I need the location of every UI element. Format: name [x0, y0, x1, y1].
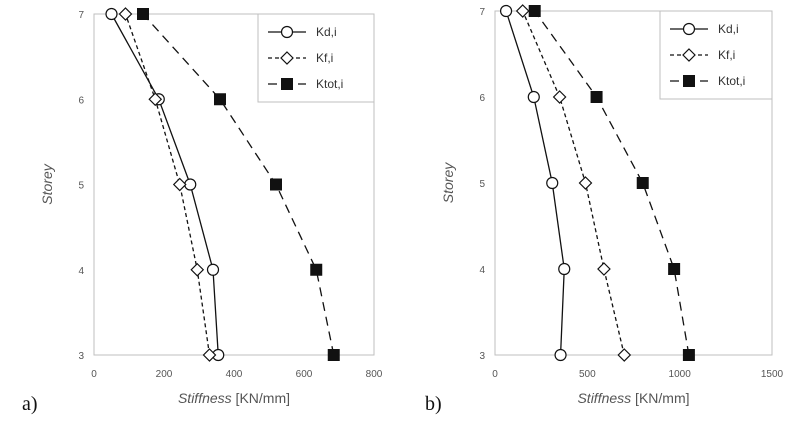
plot-area: [93, 13, 375, 356]
legend-marker: [682, 48, 696, 62]
data-point: [310, 263, 323, 276]
legend-marker: [683, 75, 695, 87]
x-tick-label: 400: [226, 369, 243, 380]
x-tick-label: 500: [579, 369, 596, 380]
x-axis-title: Stiffness [KN/mm]: [577, 390, 689, 406]
data-point: [617, 348, 632, 362]
data-point: [552, 90, 567, 104]
y-tick-label: 6: [78, 95, 84, 106]
data-point: [206, 263, 220, 276]
data-point: [558, 262, 571, 276]
x-axis-title: Stiffness [KN/mm]: [178, 390, 290, 406]
y-tick-label: 3: [479, 351, 485, 362]
series-circle: [105, 7, 225, 362]
data-point: [546, 176, 559, 190]
y-tick-label: 5: [78, 181, 84, 192]
data-point: [118, 7, 133, 21]
x-tick-label: 600: [296, 369, 313, 380]
y-tick-label: 7: [479, 7, 485, 18]
x-axis-title-unit: [KN/mm]: [631, 390, 689, 406]
legend: Kd,i Kf,i Ktot,i: [257, 13, 375, 103]
series-square: [137, 8, 340, 361]
legend-label: Kf,i: [718, 48, 735, 62]
y-tick-label: 7: [78, 10, 84, 21]
data-point: [597, 262, 611, 276]
legend-marker: [280, 51, 294, 65]
data-point: [578, 176, 593, 190]
legend-label: Ktot,i: [718, 74, 745, 88]
x-tick-label: 0: [91, 369, 97, 380]
chart-panel-1: 0 200 400 600 800 3 4 5 6 7 Stiffness [KN/mm] Store…: [22, 7, 383, 415]
x-tick-label: 1500: [761, 369, 784, 380]
data-point: [527, 90, 540, 104]
series-line: [124, 13, 211, 356]
legend-label: Kf,i: [316, 51, 333, 65]
x-tick-label: 1000: [669, 369, 692, 380]
y-tick-label: 6: [479, 93, 485, 104]
y-axis-title: Storey: [39, 163, 55, 204]
legend-label: Ktot,i: [316, 77, 343, 91]
legend-marker: [280, 25, 294, 39]
panel-label: a): [22, 393, 38, 415]
series-diamond: [515, 4, 632, 362]
legend-label: Kd,i: [718, 22, 739, 36]
y-axis-title: Storey: [440, 162, 456, 203]
data-point: [327, 349, 340, 361]
panel-label: b): [425, 393, 442, 415]
data-point: [590, 91, 603, 103]
series-diamond: [118, 7, 217, 362]
x-axis-title-quantity: Stiffness: [577, 390, 631, 406]
legend-marker: [281, 78, 293, 90]
x-axis-title-quantity: Stiffness: [178, 390, 232, 406]
chart-panel-2: 0 500 1000 1500 3 4 5 6 7 Stiffness [KN/mm] Storey…: [425, 4, 784, 415]
series-line: [522, 10, 625, 356]
plot-area: [494, 10, 773, 356]
legend-box: [659, 10, 773, 100]
data-point: [528, 5, 541, 17]
legend: Kd,i Kf,i Ktot,i: [659, 10, 773, 100]
data-point: [148, 92, 163, 107]
data-point: [105, 7, 118, 21]
data-point: [172, 177, 187, 192]
y-tick-label: 4: [479, 265, 485, 276]
x-axis-title-unit: [KN/mm]: [232, 390, 290, 406]
data-point: [515, 4, 530, 18]
data-point: [137, 8, 149, 20]
y-tick-label: 4: [78, 266, 84, 277]
data-point: [682, 349, 695, 361]
y-tick-label: 5: [479, 179, 485, 190]
legend-label: Kd,i: [316, 25, 337, 39]
data-point: [270, 178, 282, 191]
x-tick-label: 200: [156, 369, 173, 380]
data-point: [668, 263, 681, 275]
legend-marker: [682, 22, 696, 36]
series-square: [528, 5, 695, 361]
series-circle: [499, 4, 571, 362]
data-point: [554, 348, 567, 362]
x-tick-label: 800: [366, 369, 383, 380]
data-point: [190, 262, 205, 277]
data-point: [202, 348, 217, 362]
data-point: [499, 4, 513, 18]
data-point: [214, 93, 226, 106]
data-point: [636, 177, 649, 189]
y-tick-label: 3: [78, 351, 84, 362]
x-tick-label: 0: [492, 369, 498, 380]
